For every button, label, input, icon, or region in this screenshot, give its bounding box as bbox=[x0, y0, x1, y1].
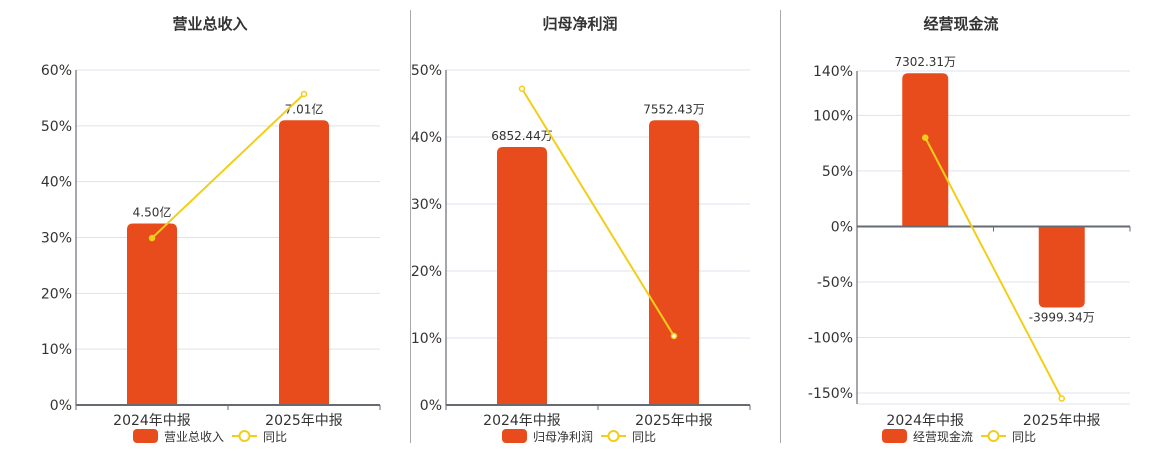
legend: 营业总收入 同比 bbox=[133, 429, 287, 444]
y-tick-label: 20% bbox=[41, 286, 72, 302]
y-tick-label: 40% bbox=[41, 175, 72, 191]
y-tick-label: -150% bbox=[808, 386, 853, 402]
y-tick-label: 140% bbox=[813, 64, 853, 80]
legend-bar-label: 经营现金流 bbox=[913, 429, 973, 444]
cash-flow-chart: 经营现金流 -150% -100% -50% 0% 50% 100% 140% 7302.31万… bbox=[808, 15, 1131, 444]
y-tick-label: -100% bbox=[808, 330, 853, 346]
bar-value-label: 6852.44万 bbox=[491, 129, 553, 143]
legend-line-marker bbox=[987, 430, 1000, 442]
chart-panel-net-profit: 归母净利润 0% 10% 20% 30% 40% 50% 6852.44万 2024年中报 755… bbox=[411, 0, 780, 450]
bar-value-label: 4.50亿 bbox=[133, 205, 172, 220]
y-tick-label: 50% bbox=[411, 63, 442, 79]
y-tick-label: 0% bbox=[420, 398, 442, 414]
legend: 经营现金流 同比 bbox=[882, 429, 1036, 444]
y-tick-label: 20% bbox=[411, 264, 442, 280]
x-category-label: 2024年中报 bbox=[886, 413, 964, 429]
chart-title: 经营现金流 bbox=[923, 15, 998, 33]
yoy-point bbox=[148, 234, 156, 242]
legend-bar-label: 归母净利润 bbox=[533, 430, 593, 444]
legend-line-label: 同比 bbox=[1012, 430, 1036, 444]
y-tick-label: 0% bbox=[50, 398, 72, 414]
y-tick-label: -50% bbox=[817, 275, 853, 291]
y-tick-label: 0% bbox=[831, 219, 853, 235]
bar bbox=[279, 120, 329, 405]
yoy-point bbox=[1058, 395, 1065, 402]
chart-panel-revenue: 营业总收入 0% 10% 20% 30% 40% 50% 60% 4.50亿 2024年中报 7.0… bbox=[0, 0, 410, 450]
legend-line-marker bbox=[607, 430, 620, 442]
bar-value-label: 7552.43万 bbox=[643, 102, 705, 116]
y-tick-label: 30% bbox=[411, 197, 442, 213]
legend-line-label: 同比 bbox=[632, 430, 656, 444]
bar-value-label: 7302.31万 bbox=[894, 55, 956, 69]
y-tick-label: 10% bbox=[411, 331, 442, 347]
legend-line-label: 同比 bbox=[263, 430, 287, 444]
chart-title: 营业总收入 bbox=[172, 15, 247, 33]
bar-value-label: -3999.34万 bbox=[1029, 311, 1095, 325]
x-category-label: 2024年中报 bbox=[483, 413, 561, 429]
legend-bar-swatch bbox=[133, 429, 158, 443]
x-category-label: 2025年中报 bbox=[635, 413, 713, 429]
panel-divider bbox=[780, 10, 781, 443]
yoy-point bbox=[518, 85, 526, 93]
bar bbox=[649, 120, 699, 405]
legend-bar-swatch bbox=[882, 429, 907, 443]
bar bbox=[1038, 226, 1085, 308]
yoy-line bbox=[521, 88, 675, 337]
legend-line-marker bbox=[238, 430, 251, 442]
y-tick-label: 100% bbox=[813, 108, 853, 124]
yoy-line bbox=[151, 93, 305, 239]
chart-title: 归母净利润 bbox=[542, 15, 617, 33]
yoy-point bbox=[300, 90, 308, 98]
y-tick-label: 50% bbox=[822, 164, 853, 180]
bar bbox=[127, 223, 177, 405]
y-tick-label: 10% bbox=[41, 342, 72, 358]
legend-bar-swatch bbox=[502, 429, 527, 443]
revenue-chart: 营业总收入 0% 10% 20% 30% 40% 50% 60% 4.50亿 2024年中报 7.0… bbox=[41, 15, 381, 444]
y-tick-label: 50% bbox=[41, 119, 72, 135]
y-tick-label: 60% bbox=[41, 63, 72, 79]
x-category-label: 2024年中报 bbox=[113, 413, 191, 429]
bar bbox=[497, 147, 547, 406]
bar bbox=[902, 73, 949, 227]
legend-bar-label: 营业总收入 bbox=[164, 430, 224, 444]
x-category-label: 2025年中报 bbox=[1023, 413, 1101, 429]
y-tick-label: 30% bbox=[41, 231, 72, 247]
yoy-line bbox=[924, 137, 1063, 400]
yoy-point bbox=[922, 134, 929, 141]
chart-panel-cash-flow: 经营现金流 -150% -100% -50% 0% 50% 100% 140% 7302.31万… bbox=[781, 0, 1160, 450]
legend: 归母净利润 同比 bbox=[502, 429, 656, 444]
bar-value-label: 7.01亿 bbox=[285, 101, 324, 116]
yoy-point bbox=[670, 332, 678, 340]
y-tick-label: 40% bbox=[411, 130, 442, 146]
x-category-label: 2025年中报 bbox=[265, 413, 343, 429]
net-profit-chart: 归母净利润 0% 10% 20% 30% 40% 50% 6852.44万 2024年中报 755… bbox=[411, 15, 751, 444]
panel-divider bbox=[410, 10, 411, 443]
